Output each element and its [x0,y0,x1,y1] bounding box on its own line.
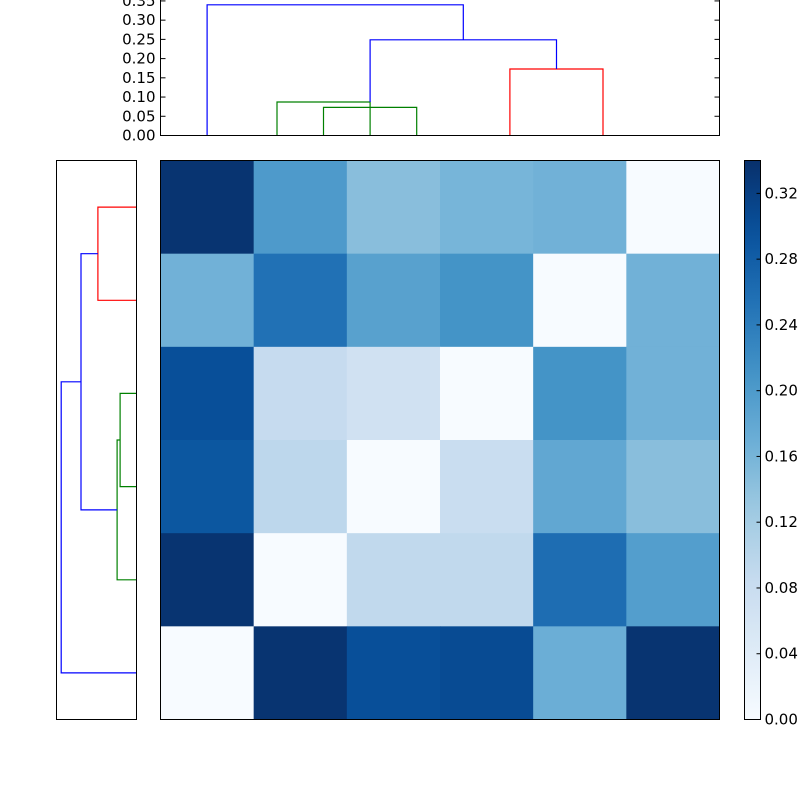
heatmap-cell [440,440,534,534]
heatmap-cell [533,533,627,627]
heatmap-cell [346,346,441,441]
colorbar-tick-label: 0.08 [765,579,798,597]
top-dendrogram-link [276,101,371,136]
heatmap-cell [440,626,534,720]
top-dendrogram-y-axis: 0.00 0.050.100.150.20 0.250.300.35 [122,0,720,145]
colorbar-tick-label: 0.28 [765,250,798,268]
top-y-tick-label: 0.20 [122,50,155,68]
heatmap-cell [533,160,627,255]
top-y-tick-label: 0.00 [122,127,155,145]
top-dendrogram-link [509,68,604,136]
heatmap-cell [160,346,255,441]
heatmap-cell [346,626,441,720]
heatmap-cell [160,440,255,534]
top-dendrogram-link [322,106,418,136]
heatmap-cell [626,440,720,534]
top-dendrogram-frame [160,0,720,136]
left-dendrogram-link [97,206,137,301]
heatmap-cell [160,160,255,255]
colorbar-tick-label: 0.32 [765,184,798,202]
heatmap-cell [533,626,627,720]
colorbar-tick-label: 0.00 [765,711,798,729]
heatmap-frame [160,160,720,720]
heatmap-cell [533,346,627,441]
heatmap-cell [160,626,255,720]
top-y-tick-label: 0.35 [122,0,155,10]
top-dendrogram-link [206,4,464,136]
top-y-tick-label: 0.05 [122,107,155,125]
colorbar-tick-label: 0.24 [765,316,798,334]
heatmap-cell [626,346,720,441]
heatmap-cell [626,626,720,720]
colorbar-tick-label: 0.12 [765,513,798,531]
heatmap-cell [346,440,441,534]
left-dendrogram-link [60,381,137,674]
heatmap-cell [440,253,534,348]
heatmap-cell [533,440,627,534]
heatmap-cell [253,626,348,720]
heatmap-cell [533,253,627,348]
top-dendrogram-links [206,4,604,136]
heatmap-cell [346,253,441,348]
heatmap-cells [160,160,720,720]
left-dendrogram-links [60,206,137,674]
colorbar-tick-label: 0.16 [765,447,798,465]
colorbar-frame [744,160,761,720]
top-y-tick-label: 0.15 [122,69,155,87]
colorbar-tick-label: 0.04 [765,645,798,663]
heatmap-cell [253,440,348,534]
heatmap-cell [253,346,348,441]
top-y-tick-label: 0.25 [122,30,155,48]
heatmap-cell [626,160,720,255]
top-dendrogram-panel: 0.00 0.050.100.150.20 0.250.300.35 [122,0,720,145]
heatmap-cell [160,253,255,348]
colorbar-axis: 0.00 0.04 0.08 0.12 0.16 0.20 0.24 0.28 0.32 [756,184,798,729]
heatmap-cell [440,346,534,441]
left-dendrogram-panel [56,160,137,720]
heatmap-cell [346,533,441,627]
top-y-tick-label: 0.30 [122,11,155,29]
colorbar-gradient [744,160,761,720]
heatmap-cell [253,533,348,627]
left-dendrogram-link [119,392,137,488]
left-dendrogram-link [80,253,118,511]
top-dendrogram-link [369,39,558,102]
colorbar-tick-label: 0.20 [765,382,798,400]
heatmap-cell [253,160,348,255]
heatmap-cell [626,253,720,348]
colorbar-panel: 0.00 0.04 0.08 0.12 0.16 0.20 0.24 0.28 0.32 [744,160,798,729]
heatmap-cell [346,160,441,255]
left-dendrogram-frame [56,160,137,720]
heatmap-cell [160,533,255,627]
heatmap-cell [440,160,534,255]
heatmap-cell [253,253,348,348]
heatmap-cell [626,533,720,627]
heatmap-cell [440,533,534,627]
top-y-tick-label: 0.10 [122,88,155,106]
heatmap-panel [160,160,720,720]
